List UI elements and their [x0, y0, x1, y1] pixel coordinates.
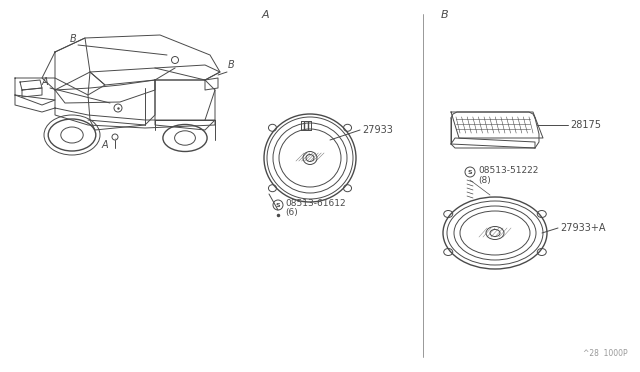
Text: 28175: 28175: [570, 120, 601, 130]
Text: B: B: [441, 10, 449, 20]
Text: ^28  1000P: ^28 1000P: [584, 349, 628, 358]
Text: 08513-51222: 08513-51222: [478, 166, 538, 174]
Text: B: B: [228, 60, 235, 70]
Text: A: A: [42, 77, 49, 87]
Text: 08513-61612: 08513-61612: [285, 199, 346, 208]
Text: S: S: [468, 170, 472, 174]
Text: A: A: [262, 10, 269, 20]
Text: (6): (6): [285, 208, 298, 217]
Text: 27933: 27933: [362, 125, 393, 135]
Text: S: S: [276, 202, 280, 208]
Text: A: A: [102, 140, 108, 150]
Text: (8): (8): [478, 176, 491, 185]
Text: .: .: [114, 135, 116, 140]
Text: 27933+A: 27933+A: [560, 223, 605, 233]
Text: B: B: [70, 34, 76, 44]
